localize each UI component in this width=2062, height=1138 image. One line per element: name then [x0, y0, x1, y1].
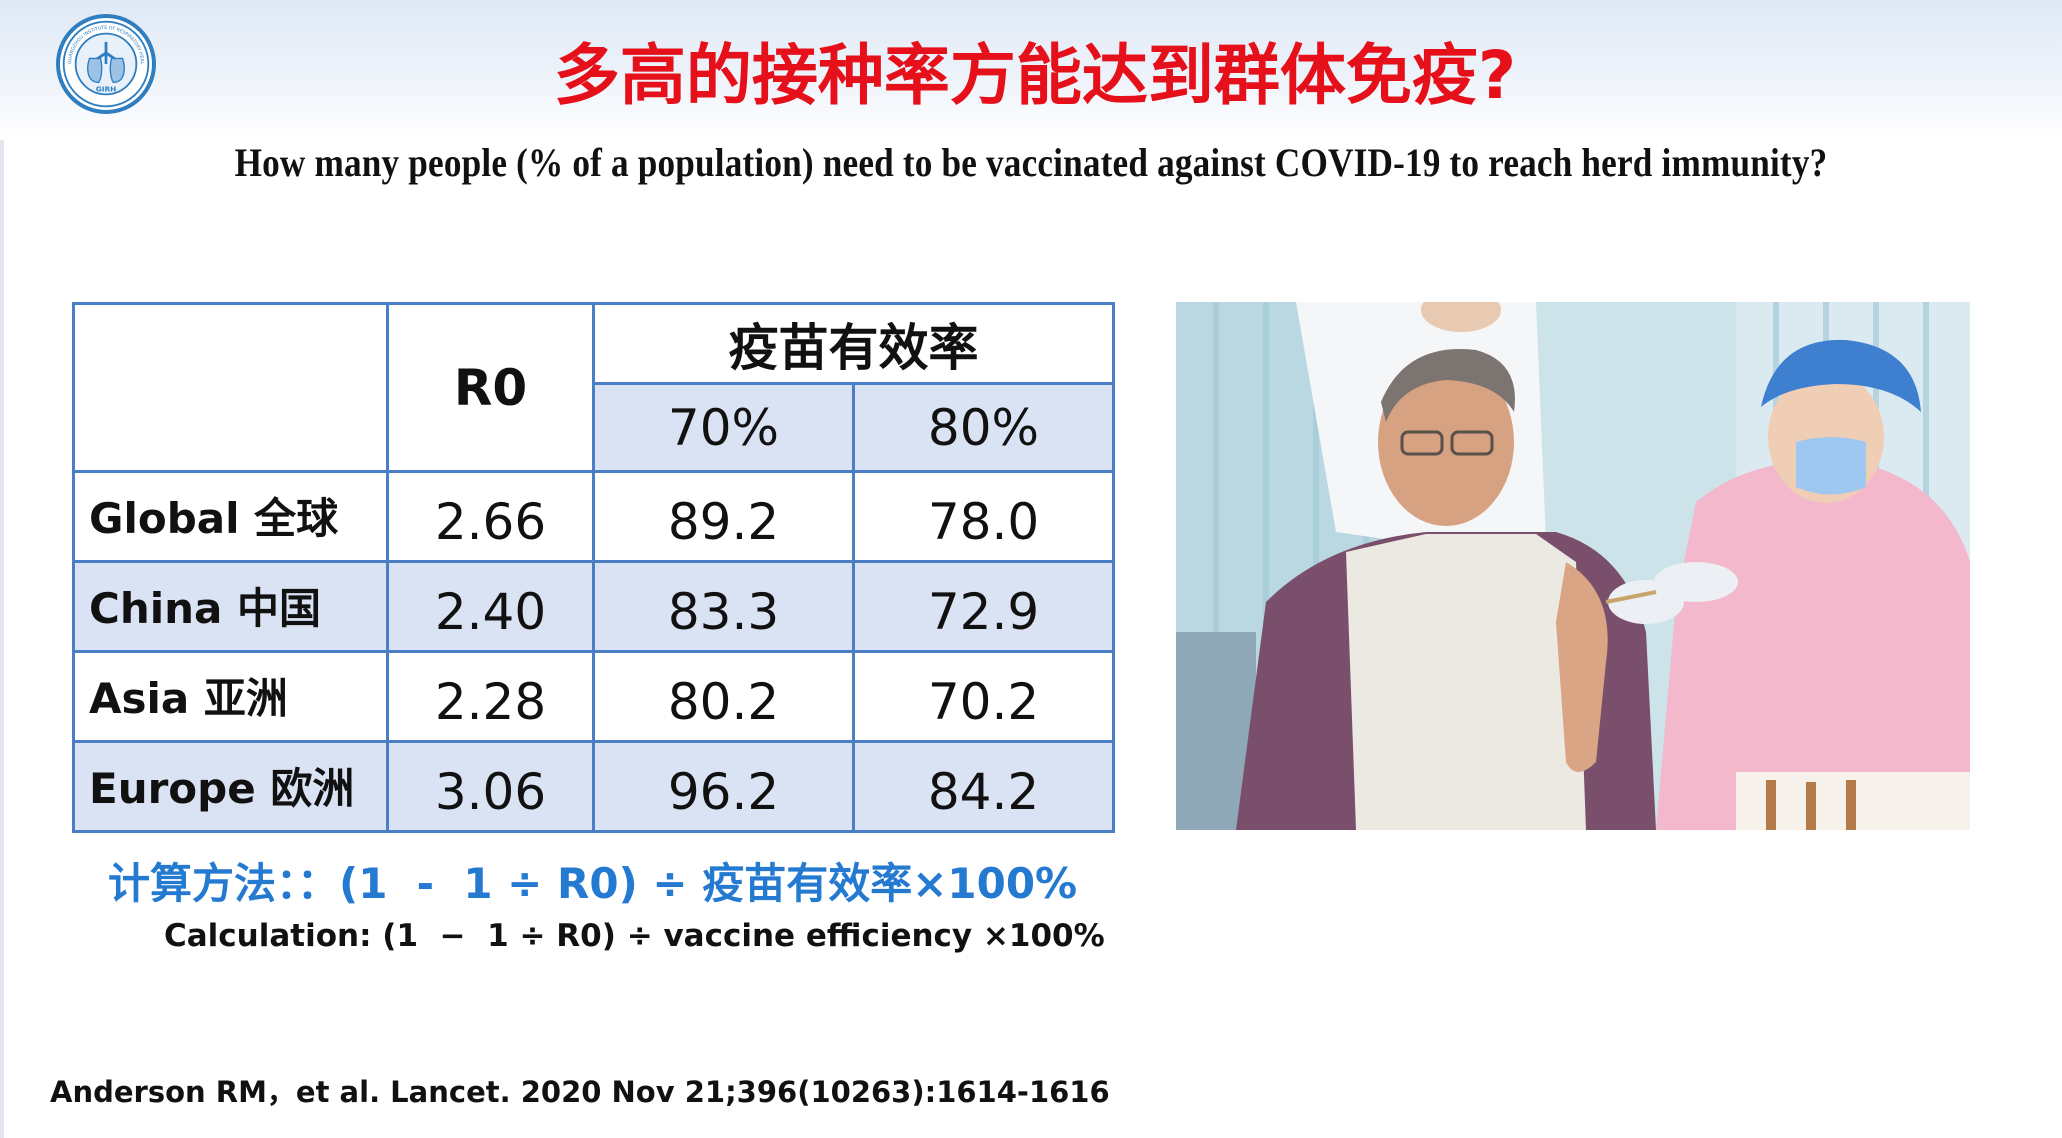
- table-corner-cell: [72, 302, 389, 473]
- row-label-china: China 中国: [72, 560, 389, 653]
- r0-value: 2.28: [386, 650, 595, 743]
- row-label-europe: Europe 欧洲: [72, 740, 389, 833]
- citation: Anderson RM，et al. Lancet. 2020 Nov 21;3…: [50, 1075, 1110, 1109]
- coverage-80-value: 78.0: [852, 470, 1115, 563]
- r0-value: 2.66: [386, 470, 595, 563]
- table-row: China 中国 2.40 83.3 72.9: [72, 560, 1115, 653]
- formula-chinese: 计算方法：：(1 - 1 ÷ R0) ÷ 疫苗有效率×100%: [108, 859, 1078, 908]
- table-row: Europe 欧洲 3.06 96.2 84.2: [72, 740, 1115, 833]
- table-row: Global 全球 2.66 89.2 78.0: [72, 470, 1115, 563]
- efficacy-80-header: 80%: [852, 382, 1115, 473]
- institute-logo: GIRH GUANGZHOU INSTITUTE OF RESPIRATORY …: [56, 14, 156, 114]
- herd-immunity-table: R0 疫苗有效率 70% 80% Global 全球 2.66 89.2 78.…: [72, 302, 1115, 833]
- formula-english: Calculation: (1 − 1 ÷ R0) ÷ vaccine effi…: [164, 918, 1105, 954]
- coverage-80-value: 70.2: [852, 650, 1115, 743]
- r0-column-header: R0: [386, 302, 595, 473]
- row-label-global: Global 全球: [72, 470, 389, 563]
- coverage-70-value: 89.2: [592, 470, 855, 563]
- r0-value: 2.40: [386, 560, 595, 653]
- r0-value: 3.06: [386, 740, 595, 833]
- left-rule: [0, 140, 4, 1138]
- page-subtitle: How many people (% of a population) need…: [234, 140, 1828, 185]
- page-title: 多高的接种率方能达到群体免疫?: [553, 37, 1517, 114]
- logo-emblem-icon: GIRH GUANGZHOU INSTITUTE OF RESPIRATORY …: [60, 18, 150, 108]
- table-row: Asia 亚洲 2.28 80.2 70.2: [72, 650, 1115, 743]
- logo-text: GIRH: [96, 85, 117, 94]
- vaccination-scene-image: [1176, 302, 1970, 830]
- coverage-70-value: 83.3: [592, 560, 855, 653]
- coverage-80-value: 72.9: [852, 560, 1115, 653]
- coverage-70-value: 80.2: [592, 650, 855, 743]
- efficacy-column-header: 疫苗有效率: [592, 302, 1115, 385]
- coverage-80-value: 84.2: [852, 740, 1115, 833]
- coverage-70-value: 96.2: [592, 740, 855, 833]
- efficacy-70-header: 70%: [592, 382, 855, 473]
- header-band: [0, 0, 2062, 140]
- row-label-asia: Asia 亚洲: [72, 650, 389, 743]
- vaccination-photo: [1176, 302, 1970, 830]
